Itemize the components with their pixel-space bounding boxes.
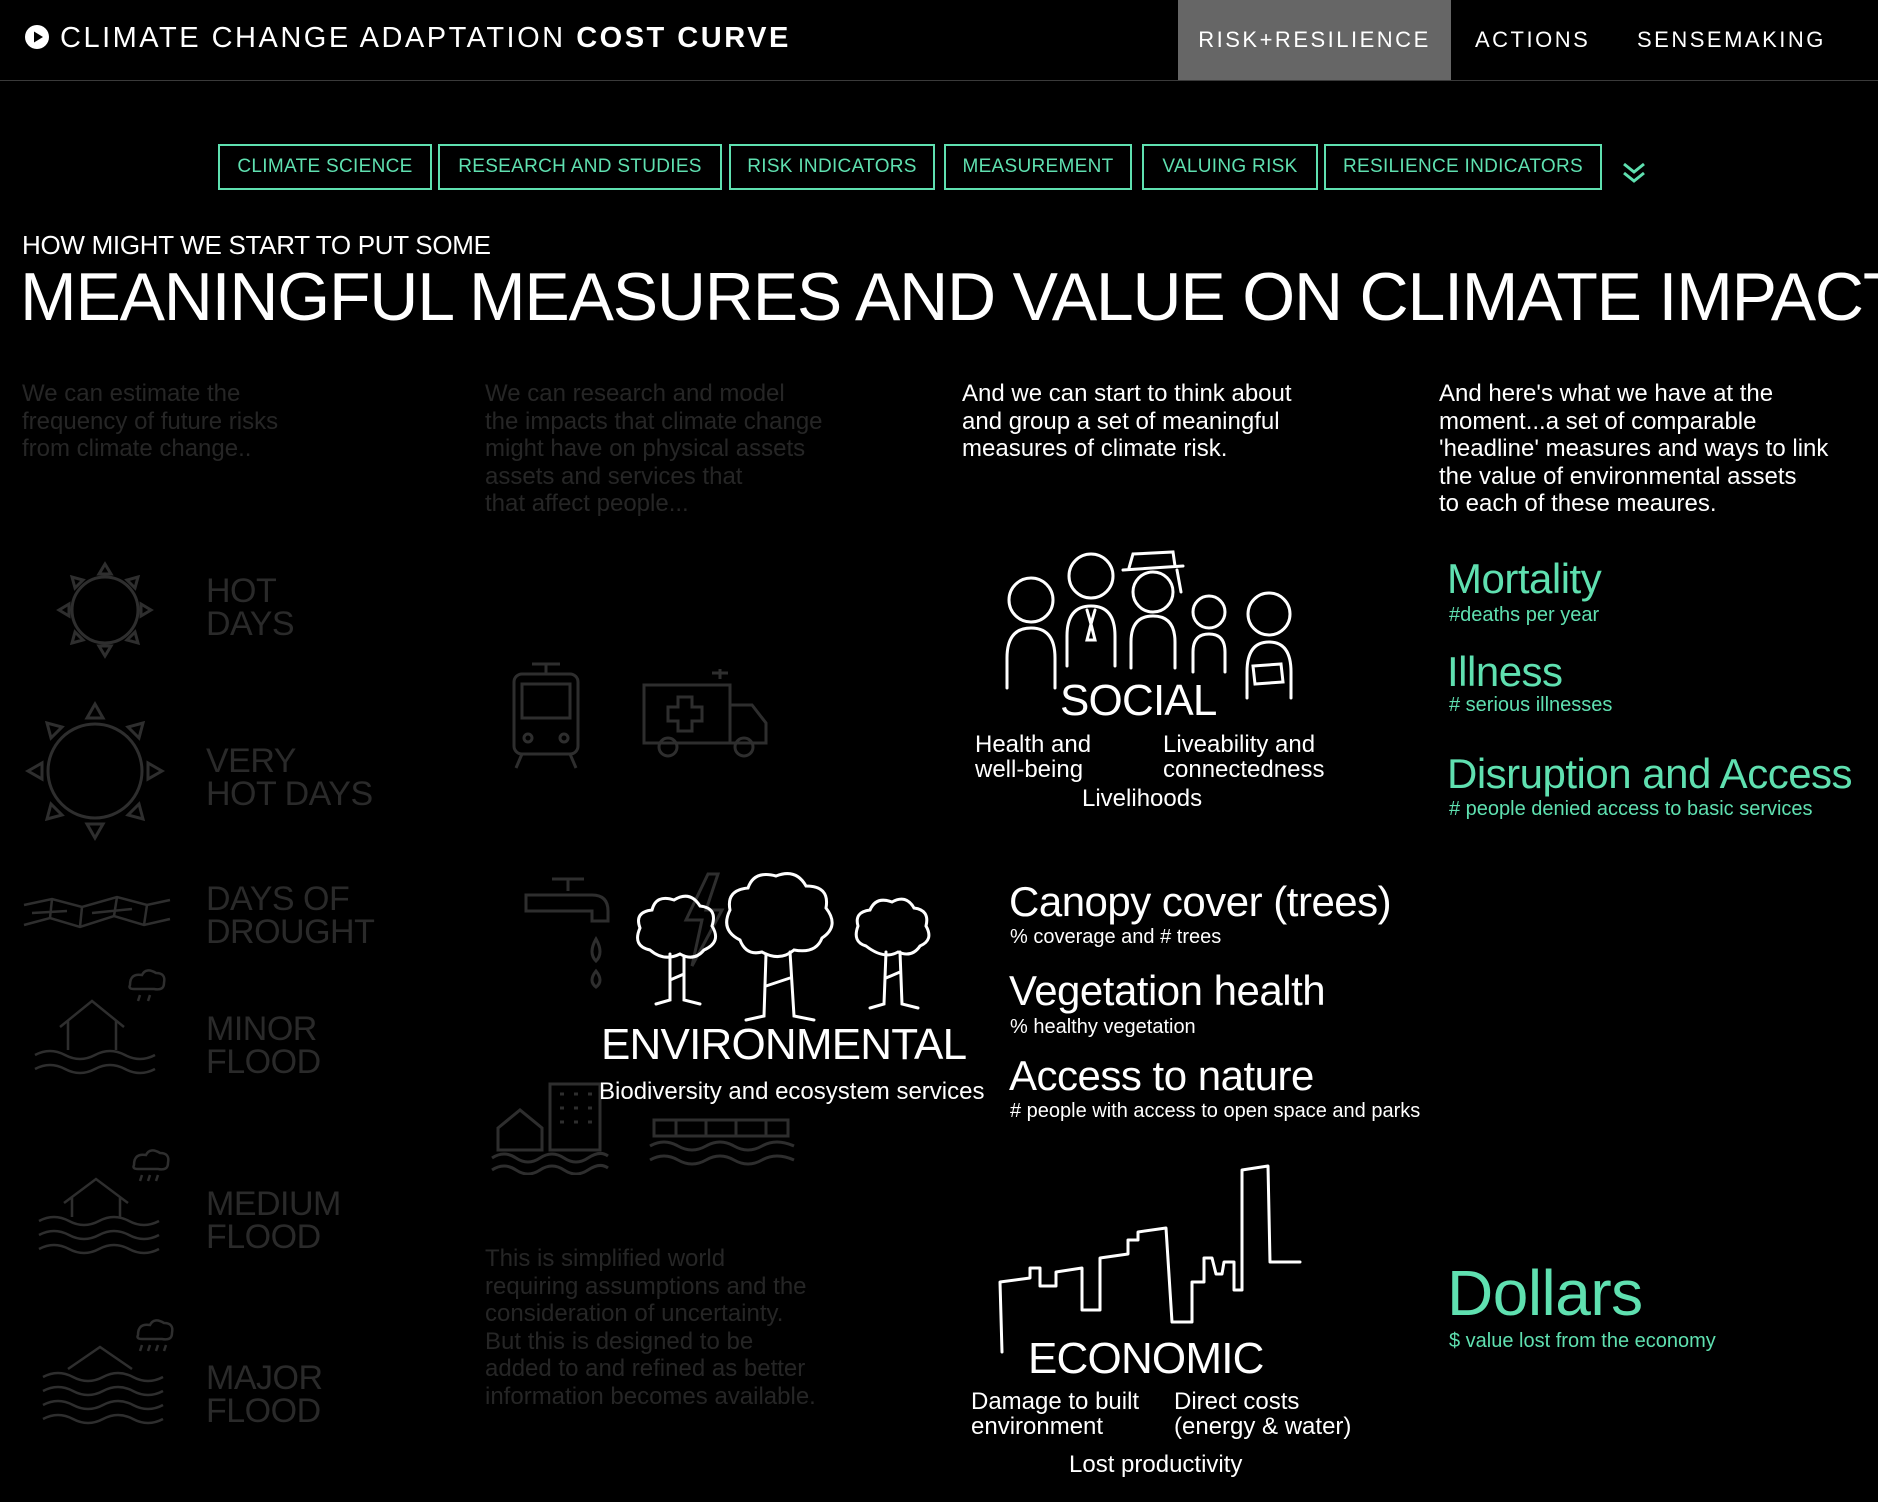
col1-text: We can estimate the frequency of future … (22, 380, 279, 462)
col2-text: We can research and model the impacts th… (485, 380, 823, 517)
minor-flood-icon (34, 969, 166, 1075)
economic-damage-label: Damage to built environment (971, 1388, 1140, 1440)
people-group-icon (1005, 550, 1293, 700)
page-title: MEANINGFUL MEASURES AND VALUE ON CLIMATE… (20, 259, 1878, 335)
social-title: SOCIAL (1060, 676, 1217, 725)
hot-days-label: HOT DAYS (206, 572, 295, 643)
filter-valuing-risk[interactable]: VALUING RISK (1142, 144, 1318, 190)
kicker-text: HOW MIGHT WE START TO PUT SOME (22, 230, 491, 260)
city-skyline-icon (998, 1164, 1302, 1354)
measure-mortality-sub: #deaths per year (1449, 604, 1600, 626)
nav-sensemaking[interactable]: SENSEMAKING (1637, 27, 1826, 52)
medium-flood-icon (38, 1149, 170, 1255)
app-title-bold: COST CURVE (576, 22, 791, 54)
social-livelihoods-label: Livelihoods (1082, 785, 1203, 812)
chevron-double-down-icon[interactable] (1620, 160, 1648, 186)
cracked-ground-icon (23, 895, 171, 929)
environmental-subtitle: Biodiversity and ecosystem services (599, 1078, 985, 1105)
tap-icon (524, 877, 610, 989)
economic-productivity-label: Lost productivity (1069, 1451, 1243, 1478)
nav-actions[interactable]: ACTIONS (1475, 27, 1591, 52)
measure-nature: Access to nature (1009, 1052, 1314, 1099)
measure-disruption-sub: # people denied access to basic services (1449, 798, 1813, 820)
economic-title: ECONOMIC (1028, 1334, 1264, 1383)
measure-canopy: Canopy cover (trees) (1009, 878, 1392, 925)
col4-text: And here's what we have at the moment...… (1439, 380, 1829, 517)
measure-dollars: Dollars (1447, 1257, 1643, 1329)
lightning-icon (683, 872, 725, 967)
top-bar: CLIMATE CHANGE ADAPTATION COST CURVE RIS… (0, 0, 1878, 81)
measure-canopy-sub: % coverage and # trees (1010, 926, 1222, 948)
filter-measurement[interactable]: MEASUREMENT (944, 144, 1132, 190)
measure-vegetation-sub: % healthy vegetation (1010, 1016, 1196, 1038)
play-icon (25, 25, 49, 49)
filter-research-and-studies[interactable]: RESEARCH AND STUDIES (438, 144, 722, 190)
col3-text: And we can start to think about and grou… (962, 380, 1292, 462)
measure-dollars-sub: $ value lost from the economy (1449, 1330, 1716, 1352)
sun-icon (56, 561, 154, 659)
measure-vegetation: Vegetation health (1009, 967, 1326, 1014)
filter-resilience-indicators[interactable]: RESILIENCE INDICATORS (1324, 144, 1602, 190)
nav-risk-resilience[interactable]: RISK+RESILIENCE (1178, 0, 1451, 80)
filter-climate-science[interactable]: CLIMATE SCIENCE (218, 144, 432, 190)
measure-illness-sub: # serious illnesses (1449, 694, 1613, 716)
ambulance-icon (642, 669, 768, 758)
measure-nature-sub: # people with access to open space and p… (1010, 1100, 1421, 1122)
flooded-road-icon (649, 1118, 795, 1166)
measure-illness: Illness (1447, 648, 1563, 695)
big-sun-icon (24, 700, 166, 842)
medium-flood-label: MEDIUM FLOOD (206, 1185, 341, 1256)
trees-icon (636, 872, 931, 1022)
social-liveability-label: Liveability and connectedness (1163, 731, 1325, 783)
days-of-drought-label: DAYS OF DROUGHT (206, 880, 375, 951)
very-hot-days-label: VERY HOT DAYS (206, 742, 373, 813)
major-flood-label: MAJOR FLOOD (206, 1359, 323, 1430)
environmental-title: ENVIRONMENTAL (601, 1020, 967, 1069)
economic-direct-costs-label: Direct costs (energy & water) (1174, 1388, 1352, 1440)
app-title[interactable]: CLIMATE CHANGE ADAPTATION COST CURVE (24, 22, 791, 55)
measure-mortality: Mortality (1447, 555, 1602, 602)
app-title-light: CLIMATE CHANGE ADAPTATION (60, 22, 566, 54)
flooded-buildings-icon (491, 1082, 609, 1175)
tram-icon (512, 662, 580, 769)
filter-risk-indicators[interactable]: RISK INDICATORS (729, 144, 935, 190)
major-flood-icon (42, 1319, 174, 1425)
minor-flood-label: MINOR FLOOD (206, 1010, 321, 1081)
social-health-label: Health and well-being (975, 731, 1092, 783)
disclaimer-text: This is simplified world requiring assum… (485, 1245, 816, 1410)
measure-disruption: Disruption and Access (1447, 750, 1853, 797)
